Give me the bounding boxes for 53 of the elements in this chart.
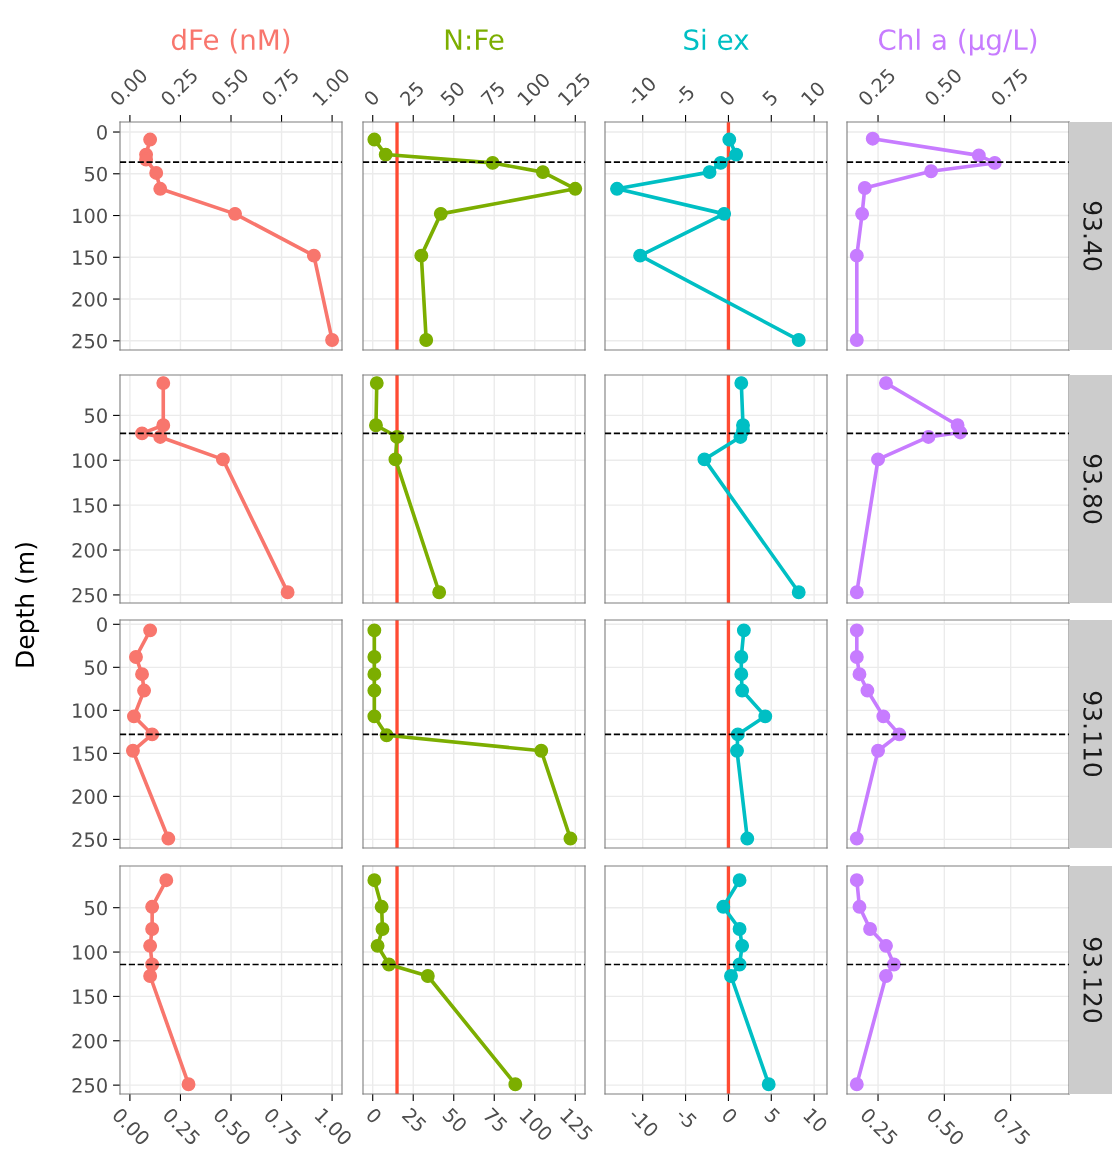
x-tick-label: 5 <box>763 1107 781 1124</box>
x-tick-label: 125 <box>559 1107 594 1142</box>
y-tick-label: 150 <box>73 498 107 513</box>
x-tick-label: 100 <box>519 1107 554 1142</box>
y-tick-label: 250 <box>72 333 107 349</box>
y-tick-label: 50 <box>84 900 107 916</box>
y-tick-label: 150 <box>73 250 107 265</box>
y-axis-title: Depth (m) <box>14 543 40 667</box>
y-tick-label: 250 <box>72 832 107 848</box>
x-tick-label: 50 <box>442 1107 468 1134</box>
x-tick-label: -5 <box>673 84 696 107</box>
text: 93.110 <box>1083 691 1103 777</box>
y-tick-label: 200 <box>72 789 107 805</box>
x-tick-label: 75 <box>480 81 506 107</box>
x-tick-label: -10 <box>628 1106 660 1138</box>
y-tick-label: 200 <box>72 543 107 558</box>
y-tick-label: 50 <box>84 408 107 424</box>
y-tick-label: 200 <box>72 1033 107 1049</box>
y-tick-label: 250 <box>72 587 107 603</box>
y-tick-label: 100 <box>73 703 107 718</box>
y-tick-label: 100 <box>73 945 107 960</box>
x-tick-label: 0 <box>362 89 381 107</box>
x-tick-label: 25 <box>401 1107 428 1133</box>
text: 93.120 <box>1083 937 1103 1023</box>
y-tick-label: 100 <box>73 453 107 468</box>
x-tick-label: 5 <box>761 89 779 107</box>
y-tick-label: 150 <box>73 989 107 1005</box>
x-tick-label: 0 <box>365 1106 383 1125</box>
y-tick-label: 0 <box>97 124 107 140</box>
x-tick-label: -5 <box>675 1106 698 1129</box>
text: 93.40 <box>1083 201 1103 271</box>
x-tick-label: 10 <box>800 80 826 107</box>
x-tick-label: 10 <box>802 1107 829 1134</box>
x-tick-label: 125 <box>557 72 592 107</box>
x-tick-label: 50 <box>439 80 466 107</box>
chart-title: N:Fe <box>445 29 504 51</box>
x-tick-label: 0 <box>718 89 736 107</box>
y-tick-label: 50 <box>84 660 107 675</box>
y-tick-label: 100 <box>73 208 107 224</box>
chart-title: Si ex <box>684 28 749 51</box>
y-tick-label: 150 <box>73 746 107 762</box>
x-tick-label: 0 <box>720 1106 739 1125</box>
chart-title: dFe (nM) <box>171 28 290 54</box>
y-tick-label: 50 <box>84 166 107 182</box>
y-tick-label: 200 <box>72 292 107 307</box>
x-tick-label: -10 <box>625 75 658 107</box>
text: 93.80 <box>1083 454 1103 524</box>
chart-title: Chl a (µg/L) <box>878 28 1037 56</box>
y-tick-label: 0 <box>97 617 107 632</box>
x-tick-label: 25 <box>399 80 425 107</box>
y-tick-label: 250 <box>72 1078 107 1093</box>
x-tick-label: 75 <box>482 1107 509 1133</box>
x-tick-label: 100 <box>516 71 551 107</box>
